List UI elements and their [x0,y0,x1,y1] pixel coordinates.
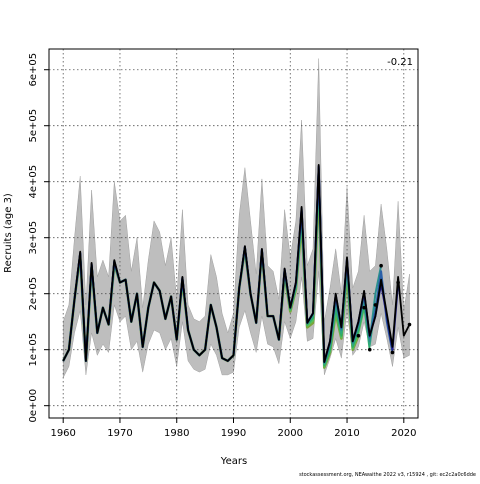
series-end-point-4 [373,303,378,307]
y-axis-label: Recruits (age 3) [3,193,14,273]
y-axis: 0e+00 1e+05 2e+05 3e+05 4e+05 5e+05 6e+05 [28,53,50,423]
x-tick-label: 1990 [221,428,246,439]
x-axis: 1960 1970 1980 1990 2000 2010 2020 [50,417,417,439]
y-tick-label: 3e+05 [28,221,39,255]
series-end-point-5 [367,347,372,352]
x-tick-label: 2020 [391,428,416,439]
series-end-point-0 [407,322,412,327]
x-tick-label: 2010 [334,428,359,439]
x-tick-label: 1960 [50,428,75,439]
x-tick-label: 1970 [107,428,132,439]
series-end-point-7 [356,333,361,338]
grid-layer [49,49,418,418]
y-tick-label: 1e+05 [28,333,39,367]
y-tick-label: 0e+00 [28,389,39,423]
series-end-point-2 [390,350,395,355]
y-tick-label: 6e+05 [28,53,39,87]
y-tick-label: 5e+05 [28,109,39,143]
x-tick-label: 1980 [164,428,189,439]
series-end-point-3 [379,263,383,268]
y-tick-label: 2e+05 [28,277,39,311]
x-tick-label: 2000 [278,428,303,439]
footnote: stockassessment.org, NEAwaithe 2022 v3, … [299,472,476,478]
series-layer [62,163,411,369]
series-line-0 [62,163,411,363]
annotation-label: -0.21 [387,57,413,68]
y-tick-label: 4e+05 [28,165,39,199]
point-layer [356,263,412,355]
x-axis-label: Years [220,456,247,467]
series-end-point-6 [362,305,366,310]
series-end-point-1 [396,280,400,285]
